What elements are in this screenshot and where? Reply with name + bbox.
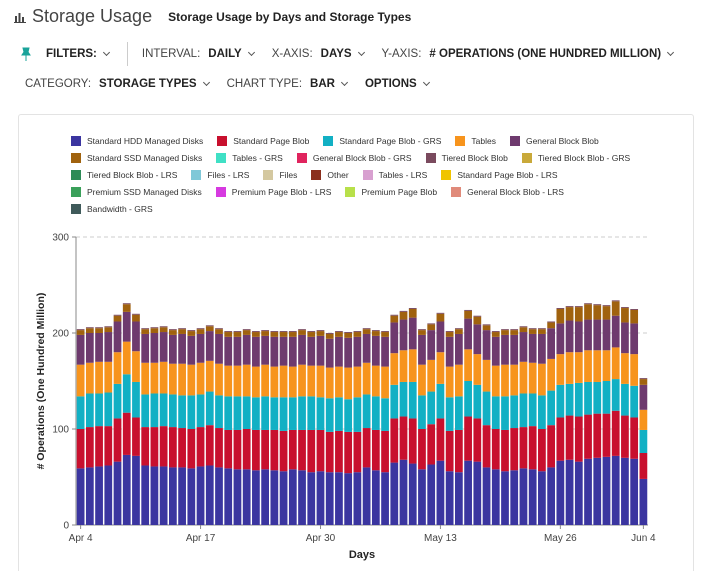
legend-swatch [345,187,356,197]
legend-label: Premium SSD Managed Disks [87,187,202,197]
legend-label: Tiered Block Blob [441,153,508,163]
legend-item[interactable]: Tables - LRS [362,169,428,181]
legend-item[interactable]: Tables [455,135,496,147]
legend-swatch [217,136,228,146]
legend-item[interactable]: Standard Page Blob - GRS [323,135,441,147]
legend-swatch [425,153,436,163]
legend-swatch [216,153,227,163]
filter-row: FILTERS: INTERVAL: DAILY X-AXIS: DAYS Y-… [20,42,691,66]
chart-panel: Standard HDD Managed Disks Standard Page … [18,114,694,571]
legend-swatch [71,204,81,214]
page-title: Storage Usage [32,6,153,26]
xaxis-label: X-AXIS: [271,48,313,60]
chart-type-dropdown[interactable]: BAR [310,78,335,90]
options-dropdown[interactable]: OPTIONS [364,78,417,90]
chart-icon [14,12,26,23]
legend-item[interactable]: Tiered Block Blob - GRS [521,152,631,164]
legend-swatch [71,136,81,146]
legend-item[interactable]: Standard Page Blob - LRS [441,169,558,181]
legend-swatch [71,170,81,180]
legend-label: General Block Blob [525,136,599,146]
legend-item[interactable]: Standard HDD Managed Disks [71,135,203,147]
yaxis-dropdown[interactable]: # OPERATIONS (ONE HUNDRED MILLION) [429,48,662,60]
category-label: CATEGORY: [25,78,92,90]
pin-icon [21,47,31,61]
legend-item[interactable]: Files - LRS [191,169,249,181]
legend-label: Tables - LRS [378,170,428,180]
legend-swatch [71,187,81,197]
legend-item[interactable]: Files [263,169,297,181]
legend-item[interactable]: Other [311,169,349,181]
xaxis-dropdown[interactable]: DAYS [320,48,352,60]
legend-label: Tiered Block Blob - GRS [537,153,631,163]
legend-label: General Block Blob - LRS [467,187,564,197]
legend-item[interactable]: Tiered Block Blob [425,152,508,164]
legend-swatch [451,187,462,197]
interval-dropdown[interactable]: DAILY [208,48,242,60]
legend-item[interactable]: General Block Blob - GRS [296,152,412,164]
legend-label: Standard Page Blob - GRS [339,136,442,146]
header: Storage Usage Storage Usage by Days and … [14,6,411,27]
legend-label: Standard SSD Managed Disks [87,153,203,163]
legend-item[interactable]: Premium Page Blob [345,186,437,198]
legend-swatch [71,153,81,163]
legend-swatch [296,153,307,163]
filter-row-2: CATEGORY: STORAGE TYPES CHART TYPE: BAR … [25,74,447,94]
legend-label: Premium Page Blob [361,187,438,197]
legend-swatch [441,170,452,180]
page-subtitle: Storage Usage by Days and Storage Types [168,9,412,24]
legend-swatch [521,153,532,163]
category-dropdown[interactable]: STORAGE TYPES [99,78,197,90]
legend-label: Tables [471,136,496,146]
legend-item[interactable]: Tables - GRS [216,152,283,164]
legend-item[interactable]: Premium SSD Managed Disks [71,186,202,198]
legend-swatch [362,170,373,180]
legend-item[interactable]: Bandwidth - GRS [71,203,153,215]
legend-label: Tiered Block Blob - LRS [87,170,178,180]
legend-label: Standard Page Blob - LRS [457,170,558,180]
legend: Standard HDD Managed Disks Standard Page … [71,135,661,215]
legend-swatch [215,187,226,197]
chart-type-label: CHART TYPE: [226,78,303,90]
filters-button[interactable]: FILTERS: [46,48,97,60]
legend-swatch [323,136,334,146]
legend-label: Bandwidth - GRS [87,204,153,214]
legend-label: Files [279,170,298,180]
legend-item[interactable]: Standard SSD Managed Disks [71,152,202,164]
legend-item[interactable]: Premium Page Blob - LRS [215,186,332,198]
legend-label: Standard HDD Managed Disks [87,136,204,146]
legend-label: Tables - GRS [232,153,283,163]
legend-label: Premium Page Blob - LRS [231,187,332,197]
legend-item[interactable]: General Block Blob [509,135,599,147]
legend-label: Other [327,170,349,180]
legend-swatch [311,170,322,180]
interval-label: INTERVAL: [141,48,201,60]
legend-item[interactable]: Standard Page Blob [217,135,309,147]
legend-swatch [191,170,202,180]
legend-label: General Block Blob - GRS [312,153,412,163]
legend-swatch [263,170,274,180]
legend-item[interactable]: Tiered Block Blob - LRS [71,169,177,181]
legend-label: Standard Page Blob [233,136,310,146]
legend-swatch [455,136,466,146]
legend-item[interactable]: General Block Blob - LRS [451,186,564,198]
legend-swatch [509,136,520,146]
legend-label: Files - LRS [207,170,250,180]
yaxis-label: Y-AXIS: [381,48,422,60]
